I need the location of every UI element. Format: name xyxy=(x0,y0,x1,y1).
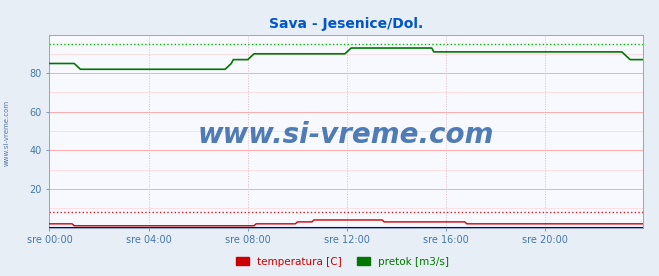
Text: www.si-vreme.com: www.si-vreme.com xyxy=(3,99,10,166)
Text: www.si-vreme.com: www.si-vreme.com xyxy=(198,121,494,149)
Title: Sava - Jesenice/Dol.: Sava - Jesenice/Dol. xyxy=(269,17,423,31)
Legend: temperatura [C], pretok [m3/s]: temperatura [C], pretok [m3/s] xyxy=(232,253,453,271)
